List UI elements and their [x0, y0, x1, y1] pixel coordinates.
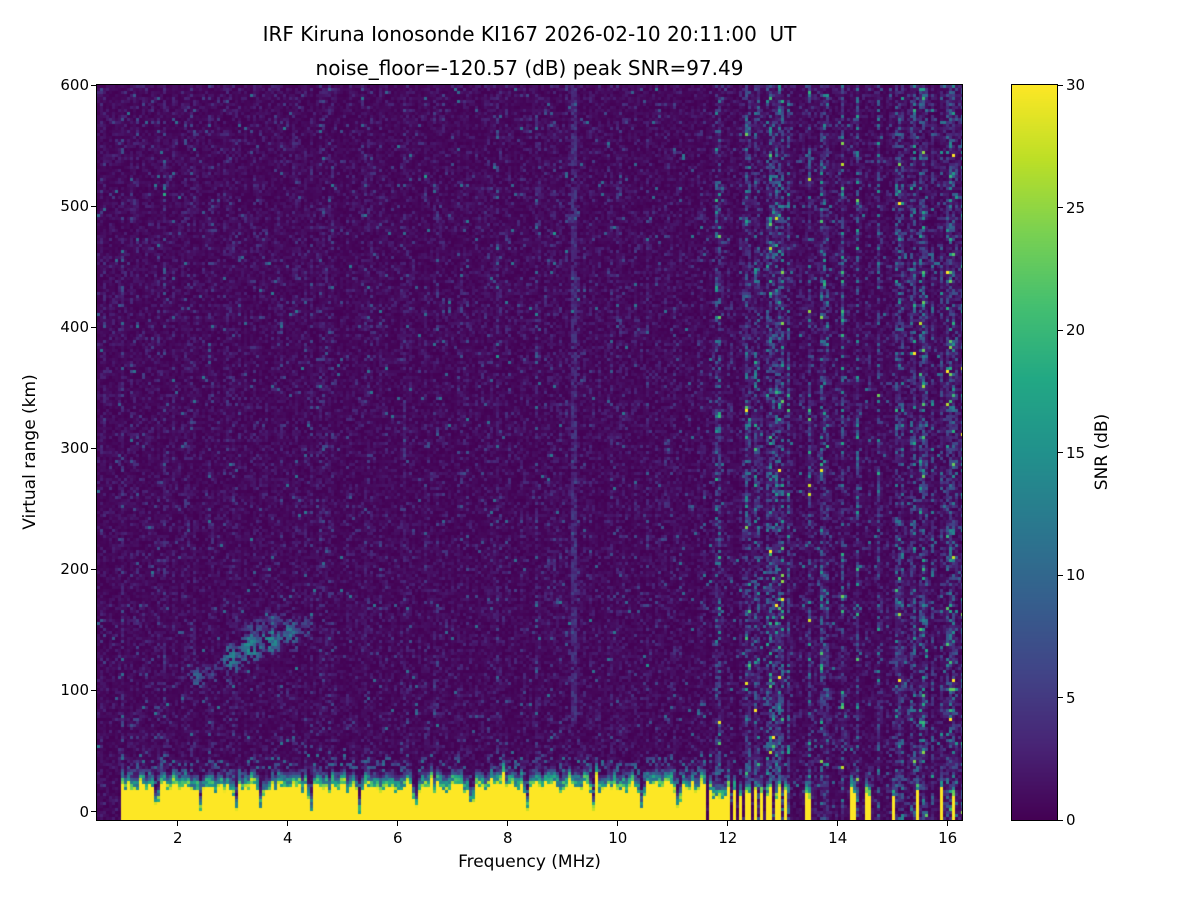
chart-subtitle: noise_floor=-120.57 (dB) peak SNR=97.49 [315, 56, 744, 80]
x-tick-mark [507, 821, 509, 826]
y-tick-mark [91, 205, 96, 207]
y-tick-label: 300 [60, 439, 89, 458]
x-tick-label: 6 [393, 829, 403, 847]
colorbar-tick-mark [1058, 207, 1063, 208]
colorbar-tick-label: 0 [1066, 811, 1076, 829]
x-tick-label: 4 [283, 829, 293, 847]
colorbar-tick-label: 15 [1066, 443, 1086, 462]
x-tick-mark [947, 821, 949, 826]
x-tick-label: 12 [718, 829, 738, 847]
x-tick-mark [287, 821, 289, 826]
colorbar-tick-label: 10 [1066, 566, 1086, 584]
chart-title: IRF Kiruna Ionosonde KI167 2026-02-10 20… [262, 22, 797, 46]
y-tick-label: 400 [60, 318, 89, 337]
y-tick-mark [91, 326, 96, 328]
y-tick-label: 600 [60, 76, 89, 94]
x-tick-label: 2 [173, 829, 183, 847]
colorbar-tick-label: 5 [1066, 688, 1076, 707]
colorbar-tick-mark [1058, 697, 1063, 698]
colorbar-tick-mark [1058, 452, 1063, 453]
y-tick-label: 0 [79, 802, 89, 821]
colorbar-tick-mark [1058, 574, 1063, 576]
y-axis-label: Virtual range (km) [20, 374, 40, 530]
colorbar [1011, 84, 1058, 821]
colorbar-label: SNR (dB) [1092, 413, 1112, 491]
y-tick-mark [91, 447, 96, 449]
colorbar-tick-label: 25 [1066, 198, 1086, 217]
colorbar-tick-label: 30 [1066, 76, 1086, 94]
colorbar-tick-mark [1058, 329, 1063, 331]
x-tick-label: 14 [828, 829, 848, 847]
x-tick-label: 16 [938, 829, 958, 847]
x-tick-mark [397, 821, 399, 826]
x-axis-label: Frequency (MHz) [458, 852, 601, 872]
plot-area [96, 84, 963, 821]
x-tick-label: 8 [502, 829, 513, 847]
x-tick-mark [727, 821, 729, 826]
colorbar-tick-label: 20 [1066, 321, 1086, 339]
ionogram-heatmap-canvas [97, 85, 962, 820]
x-tick-mark [837, 821, 839, 826]
x-tick-label: 10 [608, 829, 628, 847]
colorbar-tick-mark [1058, 819, 1063, 821]
y-tick-mark [91, 689, 96, 691]
y-tick-label: 100 [60, 681, 89, 700]
y-tick-mark [91, 84, 96, 86]
x-tick-mark [177, 821, 179, 826]
y-tick-label: 500 [60, 197, 89, 216]
colorbar-tick-mark [1058, 84, 1063, 86]
y-tick-label: 200 [60, 560, 89, 579]
y-tick-mark [91, 568, 96, 570]
y-tick-mark [91, 811, 96, 813]
colorbar-canvas [1012, 85, 1057, 820]
x-tick-mark [617, 821, 619, 826]
